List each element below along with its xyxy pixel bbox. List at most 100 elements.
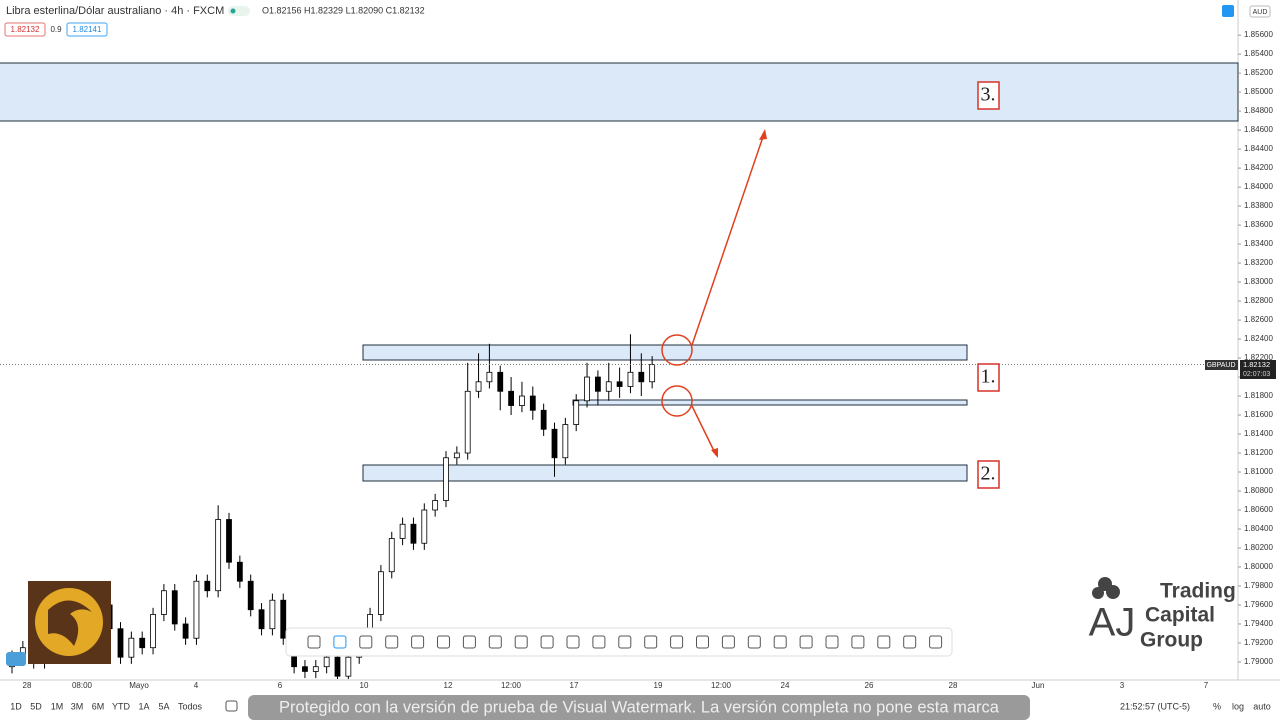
candle-body	[302, 666, 308, 672]
tool-icon[interactable]	[618, 635, 632, 649]
circle-down	[661, 385, 693, 417]
symbol-tag	[1205, 360, 1238, 370]
range-button[interactable]: 1A	[138, 701, 149, 711]
candle-body	[171, 590, 178, 625]
y-tick-label: 1.81000	[1244, 467, 1273, 476]
candle-body	[345, 656, 352, 677]
x-tick-label: 6	[278, 681, 283, 690]
tool-icon[interactable]	[462, 635, 476, 649]
tool-icon[interactable]	[877, 635, 891, 649]
date-range-icon[interactable]	[225, 700, 238, 712]
y-tick-label: 1.84200	[1244, 163, 1273, 172]
candle-body	[215, 519, 222, 592]
currency-box[interactable]	[1249, 5, 1271, 18]
tool-icon[interactable]	[696, 635, 709, 649]
tool-icon[interactable]	[540, 635, 554, 649]
y-tick-label: 1.81800	[1244, 391, 1273, 400]
y-tick-label: 1.80400	[1244, 524, 1273, 533]
candle-body	[616, 381, 623, 387]
sell-box[interactable]	[4, 22, 46, 37]
y-tick-label: 1.85400	[1244, 49, 1273, 58]
time-axis: 28 08:00 Mayo 4 6 10 12 12:00 17 19 12:00 24 26 28 Jun…	[23, 681, 1209, 690]
candle-body	[193, 580, 200, 639]
candle-body	[388, 538, 395, 573]
candle-body	[160, 590, 167, 615]
candle-body	[421, 509, 428, 544]
candle-body	[269, 599, 276, 630]
candle-body	[182, 623, 189, 639]
candle-body	[595, 376, 601, 392]
logo-club	[1106, 585, 1120, 599]
candle-body	[377, 571, 384, 615]
tool-icon[interactable]	[385, 635, 399, 649]
price-tag-text: 1.82132	[1243, 360, 1270, 369]
candle-body	[432, 500, 439, 511]
label-box-3	[977, 81, 1000, 110]
candle-body	[312, 666, 319, 672]
range-button[interactable]: 1D	[10, 701, 22, 711]
tool-icon[interactable]	[773, 635, 787, 649]
tool-icon[interactable]	[903, 635, 917, 649]
y-tick-label: 1.83800	[1244, 201, 1273, 210]
x-tick-label: 17	[570, 681, 579, 690]
candle-body	[638, 371, 645, 383]
range-button[interactable]: 5D	[30, 701, 42, 711]
range-button[interactable]: 1M	[51, 701, 64, 711]
logo-aj: AJ	[1089, 601, 1136, 645]
zone-2	[362, 464, 968, 482]
candle-body	[247, 580, 254, 611]
spread: 0.9	[50, 25, 62, 34]
y-tick-label: 1.83000	[1244, 277, 1273, 286]
y-tick-label: 1.80200	[1244, 543, 1273, 552]
circle-up	[661, 334, 693, 366]
candle-body	[323, 656, 330, 668]
x-tick-label: 3	[1120, 681, 1125, 690]
tool-icon[interactable]	[721, 635, 735, 649]
logo-text: Trading	[1160, 580, 1236, 603]
tool-icon[interactable]	[670, 635, 684, 649]
tool-icon[interactable]	[437, 635, 450, 649]
x-tick-label: 24	[781, 681, 790, 690]
y-tick-label: 1.84000	[1244, 182, 1273, 191]
scale-button[interactable]: auto	[1253, 701, 1271, 711]
candle-body	[464, 390, 471, 454]
watermark-bg	[248, 695, 1030, 720]
tool-icon[interactable]	[566, 635, 580, 649]
candle-body	[443, 457, 449, 501]
range-button[interactable]: 3M	[71, 701, 84, 711]
tool-icon[interactable]	[307, 635, 321, 649]
logo-eagle	[48, 600, 92, 646]
scale-button[interactable]: log	[1232, 701, 1244, 711]
range-buttons: 1D 5D 1M 3M 6M YTD 1A 5A Todos	[10, 701, 202, 711]
candle-body	[497, 371, 504, 392]
tool-icon[interactable]	[488, 635, 502, 649]
tool-icon[interactable]	[411, 635, 425, 649]
tool-icon[interactable]	[333, 635, 347, 649]
tool-icon[interactable]	[514, 635, 528, 649]
range-button[interactable]: 5A	[158, 701, 169, 711]
x-tick-label: 26	[865, 681, 874, 690]
candle-body	[519, 395, 525, 406]
ohlc: O1.82156 H1.82329 L1.82090 C1.82132	[262, 5, 425, 15]
symbol-tag-text: GBPAUD	[1206, 362, 1235, 369]
candle-body	[204, 580, 211, 592]
y-tick-label: 1.82800	[1244, 296, 1273, 305]
tool-icon[interactable]	[929, 635, 943, 649]
candle-body	[280, 599, 287, 639]
tool-icon[interactable]	[359, 635, 373, 649]
settings-icon[interactable]	[1222, 5, 1234, 17]
y-tick-label: 1.81400	[1244, 429, 1273, 438]
x-tick-label: 28	[23, 681, 32, 690]
scale-button[interactable]: %	[1213, 701, 1221, 711]
range-button[interactable]: Todos	[178, 701, 203, 711]
tool-icon[interactable]	[644, 635, 658, 649]
tool-icon[interactable]	[592, 635, 606, 649]
tool-icon[interactable]	[825, 635, 839, 649]
y-tick-label: 1.80800	[1244, 486, 1273, 495]
buy-box[interactable]	[66, 22, 108, 37]
range-button[interactable]: 6M	[92, 701, 105, 711]
tool-icon[interactable]	[799, 635, 813, 649]
range-button[interactable]: YTD	[112, 701, 131, 711]
tool-icon[interactable]	[851, 635, 865, 649]
tool-icon[interactable]	[747, 635, 761, 649]
